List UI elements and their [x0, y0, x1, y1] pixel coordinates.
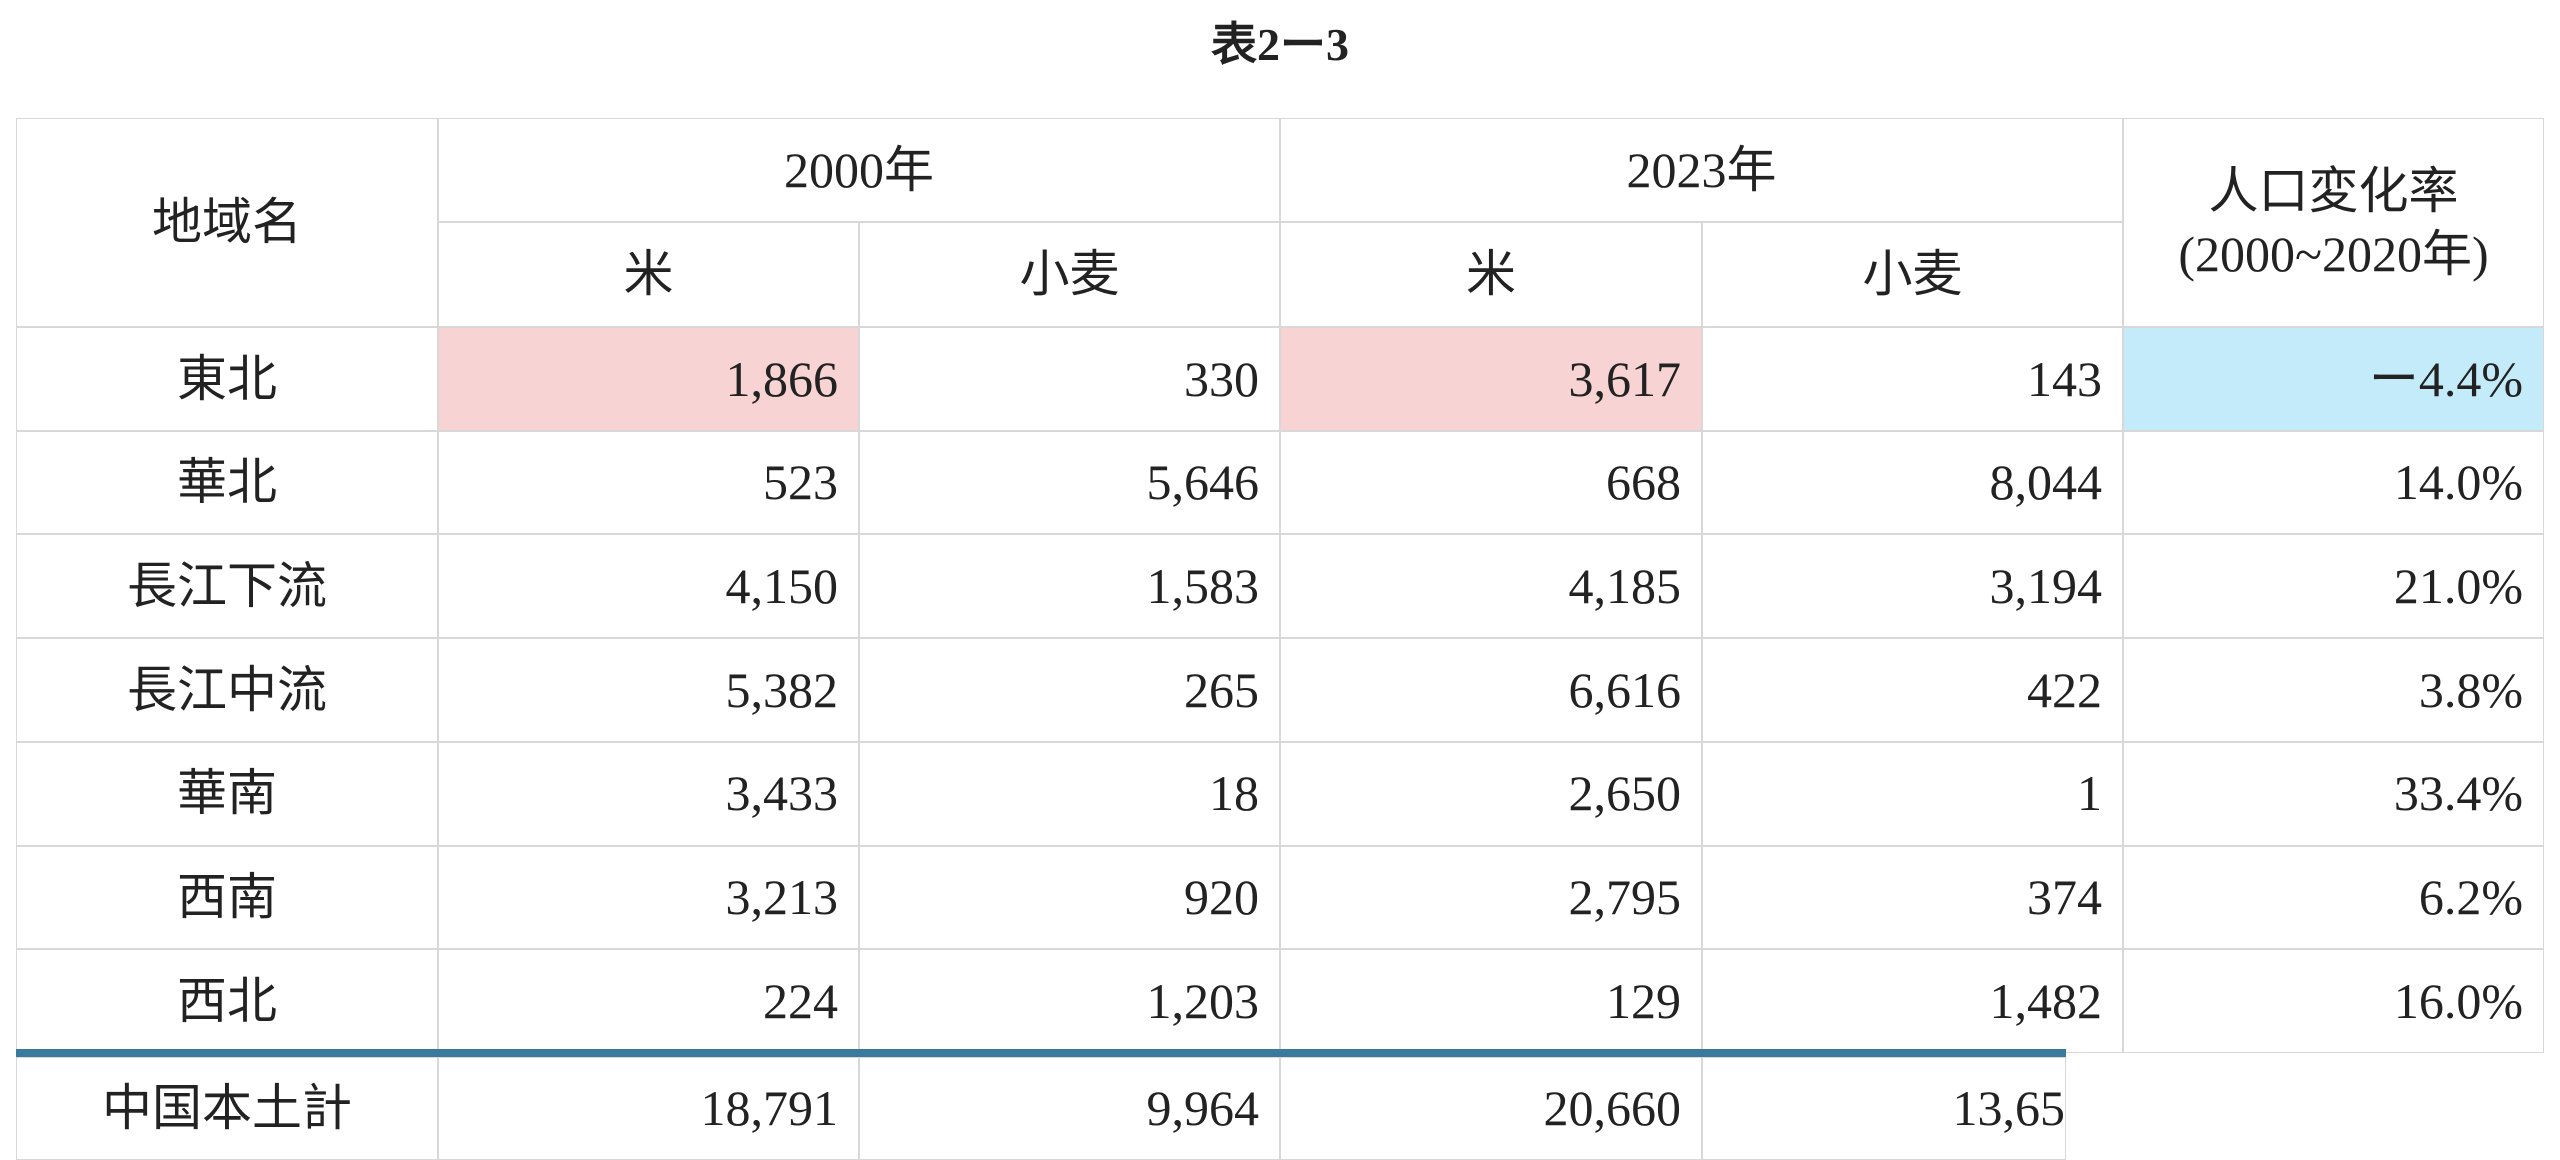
table-title: 表2ー3 — [1211, 19, 1349, 70]
header-line: 人口変化率 — [2208, 163, 2459, 219]
value-cell: 3,433 — [438, 741, 859, 846]
row-label: 東北 — [16, 327, 438, 431]
value-cell: 21.0% — [2123, 534, 2544, 639]
value-cell: 5,382 — [438, 638, 859, 742]
header-region: 地域名 — [16, 118, 438, 327]
total-label: 中国本土計 — [16, 1057, 438, 1160]
header-change: 人口変化率 (2000~2020年) — [2123, 118, 2544, 327]
value-cell: 3,194 — [1702, 534, 2123, 639]
value-cell: 4,150 — [438, 534, 859, 639]
total-rule — [16, 1049, 2066, 1057]
value-cell: 330 — [859, 327, 1280, 431]
value-cell: 18 — [859, 741, 1280, 846]
value-cell: 6.2% — [2123, 845, 2544, 950]
value-cell: 224 — [438, 949, 859, 1053]
header-year: 2023年 — [1280, 118, 2123, 222]
value-cell: 129 — [1280, 949, 1702, 1053]
value-cell: 1,203 — [859, 949, 1280, 1053]
value-cell: 143 — [1702, 327, 2123, 431]
total-cell: 20,660 — [1280, 1057, 1702, 1160]
value-cell: 1,583 — [859, 534, 1280, 639]
value-cell: 8,044 — [1702, 430, 2123, 535]
header-year: 2000年 — [438, 118, 1280, 222]
value-cell: 523 — [438, 430, 859, 535]
header-sub: 小麦 — [1702, 222, 2123, 327]
value-cell: ー4.4% — [2123, 327, 2544, 431]
value-cell: 1,482 — [1702, 949, 2123, 1053]
value-cell: 14.0% — [2123, 430, 2544, 535]
header-sub: 小麦 — [859, 222, 1280, 327]
row-label: 華南 — [16, 741, 438, 846]
header-line: (2000~2020年) — [2178, 225, 2489, 282]
value-cell: 3,617 — [1280, 327, 1702, 431]
value-cell: 33.4% — [2123, 741, 2544, 846]
row-label: 長江下流 — [16, 534, 438, 639]
value-cell: 2,650 — [1280, 741, 1702, 846]
value-cell: 4,185 — [1280, 534, 1702, 639]
value-cell: 265 — [859, 638, 1280, 742]
total-cell: 13,65 — [1702, 1057, 2066, 1160]
value-cell: 668 — [1280, 430, 1702, 535]
value-cell: 1 — [1702, 741, 2123, 846]
value-cell: 1,866 — [438, 327, 859, 431]
header-sub: 米 — [438, 222, 859, 327]
value-cell: 6,616 — [1280, 638, 1702, 742]
value-cell: 920 — [859, 845, 1280, 950]
total-cell: 9,964 — [859, 1057, 1280, 1160]
total-cell: 18,791 — [438, 1057, 859, 1160]
value-cell: 16.0% — [2123, 949, 2544, 1053]
header-sub: 米 — [1280, 222, 1702, 327]
value-cell: 2,795 — [1280, 845, 1702, 950]
row-label: 西南 — [16, 845, 438, 950]
row-label: 長江中流 — [16, 638, 438, 742]
value-cell: 422 — [1702, 638, 2123, 742]
row-label: 西北 — [16, 949, 438, 1053]
value-cell: 374 — [1702, 845, 2123, 950]
row-label: 華北 — [16, 430, 438, 535]
value-cell: 3,213 — [438, 845, 859, 950]
value-cell: 5,646 — [859, 430, 1280, 535]
value-cell: 3.8% — [2123, 638, 2544, 742]
